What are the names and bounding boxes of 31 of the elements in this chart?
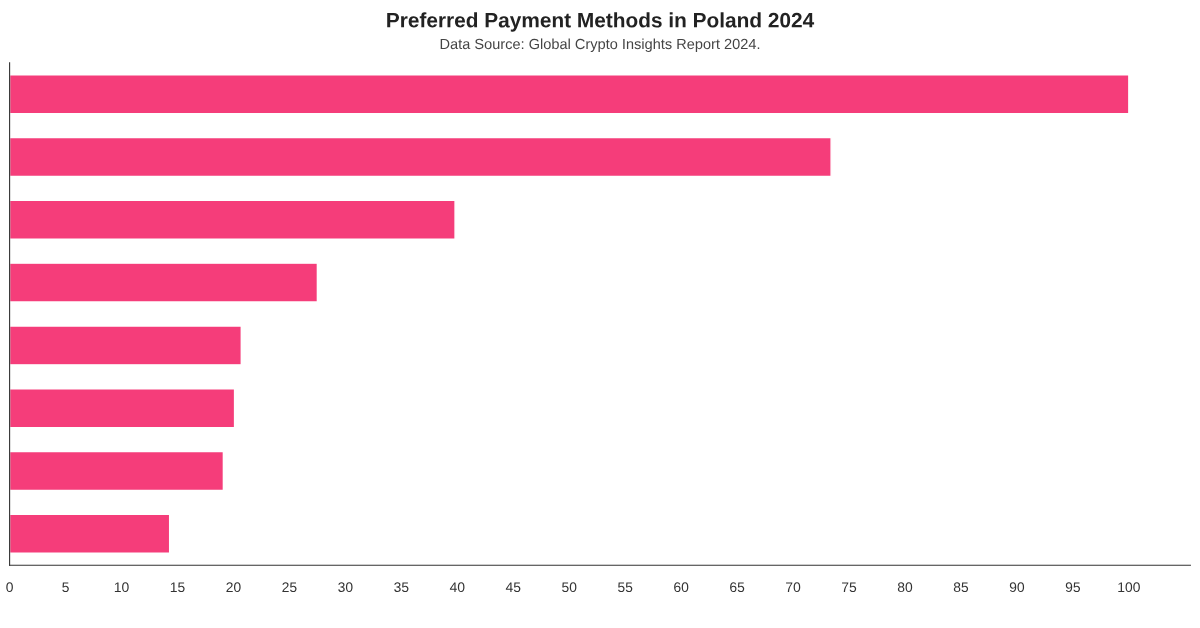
bar <box>9 513 171 554</box>
bar <box>9 136 832 178</box>
x-tick-label: 90 <box>1009 582 1025 593</box>
bar <box>9 325 242 366</box>
x-tick-label: 80 <box>897 582 913 593</box>
bar <box>9 450 225 492</box>
x-tick-label: 70 <box>786 582 801 593</box>
x-tick-label: 25 <box>282 582 297 593</box>
x-tick-label: 95 <box>1065 582 1081 593</box>
x-tick-label: 65 <box>730 582 745 593</box>
x-tick-label: 100 <box>1118 582 1140 593</box>
x-tick-label: 0 <box>6 582 13 593</box>
bar <box>9 388 236 429</box>
x-tick-label: 85 <box>953 582 969 593</box>
chart-title: Preferred Payment Methods in Poland 2024 <box>387 12 815 32</box>
bar <box>9 74 1130 115</box>
x-tick-label: 75 <box>842 582 857 593</box>
chart-subtitle: Data Source: Global Crypto Insights Report 2024. <box>440 38 760 53</box>
x-tick-label: 45 <box>505 582 521 593</box>
x-tick-label: 50 <box>562 582 577 593</box>
bar <box>9 199 456 240</box>
bar <box>9 262 319 303</box>
x-tick-label: 20 <box>226 582 241 593</box>
x-tick-label: 60 <box>674 582 689 593</box>
x-tick-label: 15 <box>170 582 185 593</box>
x-tick-label: 35 <box>394 582 409 593</box>
x-tick-label: 55 <box>618 582 633 593</box>
x-tick-label: 30 <box>338 582 353 593</box>
x-tick-label: 40 <box>449 582 465 593</box>
x-tick-label: 10 <box>114 582 129 593</box>
x-tick-label: 5 <box>62 582 69 593</box>
